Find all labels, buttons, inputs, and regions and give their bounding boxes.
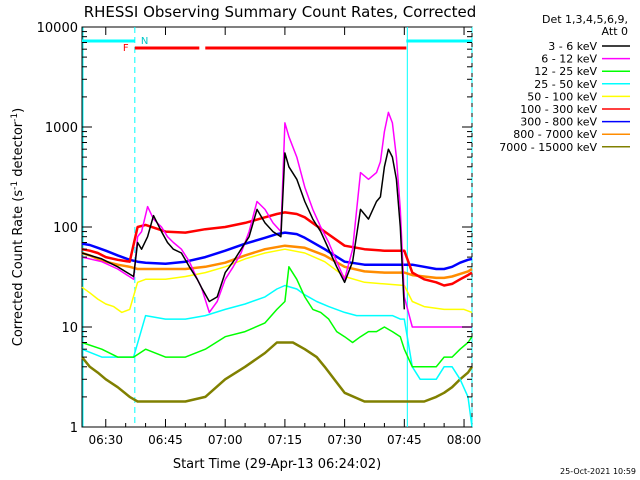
x-tick-label: 06:45 bbox=[148, 433, 183, 447]
series-line-12-25-kev bbox=[81, 266, 473, 368]
x-tick-label: 07:30 bbox=[327, 433, 362, 447]
y-axis-label-exp-1: -1 bbox=[10, 181, 20, 190]
y-axis-ticks: 1 10 100 1000 10000 bbox=[37, 21, 472, 436]
legend-header-line-1: Det 1,3,4,5,6,9, bbox=[542, 13, 628, 26]
series-line-25-50-kev bbox=[81, 284, 473, 428]
y-axis-label-main: Corrected Count Rate (s bbox=[11, 190, 26, 347]
series-line-100-300-kev bbox=[81, 211, 473, 287]
x-tick-label: 08:00 bbox=[447, 433, 482, 447]
y-tick-label: 10000 bbox=[37, 21, 78, 36]
legend-entry-label: 25 - 50 keV bbox=[534, 78, 597, 91]
x-axis-label: Start Time (29-Apr-13 06:24:02) bbox=[173, 457, 381, 472]
legend-entry-label: 300 - 800 keV bbox=[520, 116, 597, 129]
series-line-6-12-kev bbox=[81, 111, 472, 328]
x-axis-ticks: 06:30 06:45 07:00 07:15 07:30 07:45 08:00 bbox=[88, 27, 481, 447]
footer-date: 25-Oct-2021 10:59 bbox=[560, 467, 636, 476]
legend-entry-label: 6 - 12 keV bbox=[541, 53, 597, 66]
y-axis-label: Corrected Count Rate (s-1 detector-1) bbox=[10, 108, 26, 346]
chart-title: RHESSI Observing Summary Count Rates, Co… bbox=[84, 3, 477, 21]
x-tick-label: 07:00 bbox=[208, 433, 243, 447]
x-tick-label: 06:30 bbox=[88, 433, 123, 447]
flare-flag-label: F bbox=[123, 43, 129, 54]
y-axis-label-exp-2: -1 bbox=[10, 113, 20, 122]
series-line-50-100-kev bbox=[81, 248, 473, 314]
series-line-3-6-kev bbox=[81, 148, 406, 310]
night-flag-label: N bbox=[141, 36, 148, 47]
legend-entry-label: 100 - 300 keV bbox=[520, 103, 597, 116]
y-tick-label: 10 bbox=[61, 321, 78, 336]
legend-entry-label: 7000 - 15000 keV bbox=[499, 141, 597, 154]
series-lines bbox=[81, 111, 474, 428]
legend-entry-label: 50 - 100 keV bbox=[527, 90, 597, 103]
legend-entry-label: 800 - 7000 keV bbox=[513, 128, 597, 141]
x-tick-label: 07:45 bbox=[387, 433, 422, 447]
series-line-800-7000-kev bbox=[81, 244, 473, 280]
series-line-7000-15000-kev bbox=[81, 341, 474, 403]
legend-entry-label: 12 - 25 keV bbox=[534, 65, 597, 78]
y-tick-label: 1 bbox=[70, 421, 78, 436]
y-tick-label: 1000 bbox=[45, 121, 78, 136]
legend-entry-label: 3 - 6 keV bbox=[548, 40, 597, 53]
y-axis-label-end: ) bbox=[11, 108, 26, 113]
y-tick-label: 100 bbox=[53, 221, 78, 236]
legend-header-line-2: Att 0 bbox=[602, 25, 628, 38]
plot-area: N F 06:30 06:45 07:00 07:15 07:30 07:45 08:00 1… bbox=[37, 21, 482, 447]
y-axis-label-middle: detector bbox=[11, 121, 26, 181]
x-tick-label: 07:15 bbox=[268, 433, 303, 447]
